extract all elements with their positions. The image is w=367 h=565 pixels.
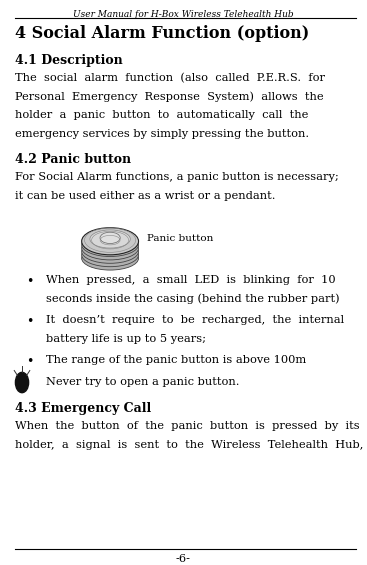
Text: 4.2 Panic button: 4.2 Panic button — [15, 153, 131, 166]
Text: 4.1 Description: 4.1 Description — [15, 54, 123, 67]
Text: Panic button: Panic button — [147, 234, 213, 244]
Text: For Social Alarm functions, a panic button is necessary;: For Social Alarm functions, a panic butt… — [15, 172, 338, 182]
Text: Never try to open a panic button.: Never try to open a panic button. — [46, 377, 239, 387]
Text: It  doesn’t  require  to  be  recharged,  the  internal: It doesn’t require to be recharged, the … — [46, 315, 344, 325]
Text: -6-: -6- — [176, 554, 191, 564]
Text: battery life is up to 5 years;: battery life is up to 5 years; — [46, 334, 206, 344]
Text: •: • — [26, 355, 33, 368]
Text: When  the  button  of  the  panic  button  is  pressed  by  its: When the button of the panic button is p… — [15, 421, 359, 432]
Text: Personal  Emergency  Response  System)  allows  the: Personal Emergency Response System) allo… — [15, 92, 323, 102]
Text: •: • — [26, 275, 33, 288]
Text: it can be used either as a wrist or a pendant.: it can be used either as a wrist or a pe… — [15, 191, 275, 201]
Ellipse shape — [81, 246, 138, 270]
Ellipse shape — [100, 232, 120, 244]
Text: seconds inside the casing (behind the rubber part): seconds inside the casing (behind the ru… — [46, 294, 339, 305]
Text: •: • — [26, 315, 33, 328]
Text: The  social  alarm  function  (also  called  P.E.R.S.  for: The social alarm function (also called P… — [15, 73, 325, 83]
Ellipse shape — [81, 228, 138, 255]
Ellipse shape — [81, 243, 138, 267]
Circle shape — [15, 372, 29, 393]
Text: holder,  a  signal  is  sent  to  the  Wireless  Telehealth  Hub,: holder, a signal is sent to the Wireless… — [15, 440, 363, 450]
Text: holder  a  panic  button  to  automatically  call  the: holder a panic button to automatically c… — [15, 110, 308, 120]
Text: User Manual for H-Box Wireless Telehealth Hub: User Manual for H-Box Wireless Telehealt… — [73, 10, 294, 19]
Ellipse shape — [81, 236, 138, 260]
Text: 4 Social Alarm Function (option): 4 Social Alarm Function (option) — [15, 25, 309, 42]
Ellipse shape — [81, 240, 138, 263]
Ellipse shape — [81, 233, 138, 257]
Ellipse shape — [90, 230, 130, 248]
Text: emergency services by simply pressing the button.: emergency services by simply pressing th… — [15, 129, 309, 139]
Text: The range of the panic button is above 100m: The range of the panic button is above 1… — [46, 355, 306, 366]
Text: 4.3 Emergency Call: 4.3 Emergency Call — [15, 402, 151, 415]
Text: When  pressed,  a  small  LED  is  blinking  for  10: When pressed, a small LED is blinking fo… — [46, 275, 335, 285]
